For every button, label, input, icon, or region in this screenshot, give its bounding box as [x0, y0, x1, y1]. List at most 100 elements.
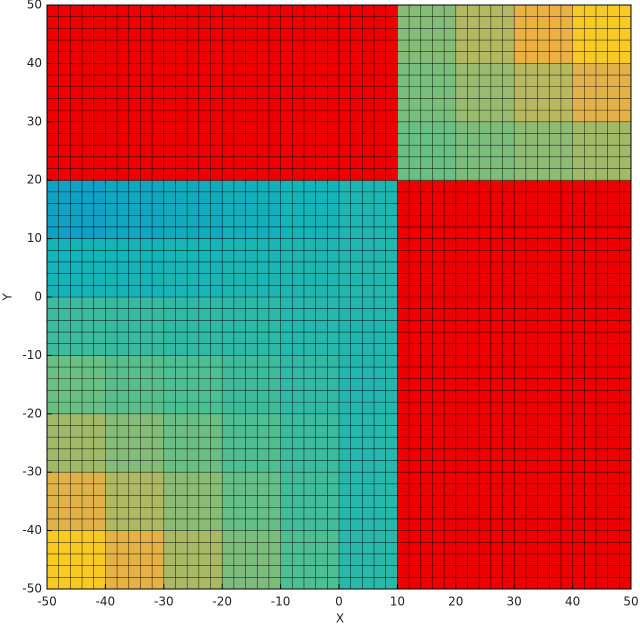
cell: [514, 238, 574, 298]
y-tick-label: -20: [22, 406, 42, 420]
cell: [105, 238, 165, 298]
cell: [339, 238, 398, 298]
cell: [280, 413, 340, 473]
x-tick-label: 10: [390, 595, 405, 609]
y-tick-label: 10: [27, 231, 42, 245]
cell: [455, 472, 515, 532]
cell: [455, 238, 515, 298]
cells: [47, 5, 632, 590]
cell: [280, 472, 340, 532]
cell: [105, 121, 165, 181]
y-tick-label: 50: [27, 0, 42, 12]
cell: [339, 530, 398, 590]
cell: [514, 180, 574, 240]
cell: [47, 530, 106, 590]
cell: [514, 121, 574, 181]
cell: [105, 297, 165, 356]
cell: [339, 355, 398, 415]
cell: [47, 121, 106, 181]
cell: [222, 530, 282, 590]
y-tick-label: -50: [22, 582, 42, 596]
cell: [572, 121, 632, 181]
cell: [572, 180, 632, 240]
x-tick-label: 40: [565, 595, 580, 609]
cell: [339, 472, 398, 532]
cell: [280, 297, 340, 356]
cell: [280, 63, 340, 123]
cell: [397, 297, 457, 356]
cell: [222, 238, 282, 298]
cell: [105, 355, 165, 415]
cell: [105, 5, 165, 64]
cell: [397, 180, 457, 240]
cell: [455, 63, 515, 123]
cell: [105, 530, 165, 590]
cell: [105, 63, 165, 123]
x-tick-label: 20: [448, 595, 463, 609]
cell: [222, 63, 282, 123]
cell: [105, 472, 165, 532]
cell: [514, 5, 574, 64]
cell: [514, 63, 574, 123]
cell: [280, 530, 340, 590]
cell: [455, 297, 515, 356]
cell: [47, 472, 106, 532]
cell: [222, 472, 282, 532]
y-tick-label: -10: [22, 348, 42, 362]
x-tick-label: 50: [623, 595, 638, 609]
cell: [163, 238, 223, 298]
y-tick-label: 40: [27, 56, 42, 70]
cell: [572, 413, 632, 473]
cell: [163, 297, 223, 356]
cell: [47, 355, 106, 415]
y-tick-label: -40: [22, 523, 42, 537]
cell: [105, 413, 165, 473]
cell: [280, 238, 340, 298]
cell: [280, 180, 340, 240]
y-tick-label: -30: [22, 465, 42, 479]
cell: [339, 63, 398, 123]
cell: [163, 355, 223, 415]
cell: [455, 5, 515, 64]
y-tick-label: 0: [34, 290, 42, 304]
cell: [47, 413, 106, 473]
cell: [572, 472, 632, 532]
cell: [339, 121, 398, 181]
cell: [397, 121, 457, 181]
cell: [222, 297, 282, 356]
cell: [572, 63, 632, 123]
cell: [572, 238, 632, 298]
cell: [397, 238, 457, 298]
y-tick-label: 30: [27, 114, 42, 128]
cell: [339, 413, 398, 473]
cell: [163, 530, 223, 590]
cell: [339, 5, 398, 64]
cell: [222, 355, 282, 415]
x-tick-label: -40: [96, 595, 116, 609]
cell: [163, 121, 223, 181]
cell: [339, 180, 398, 240]
cell: [47, 238, 106, 298]
cell: [397, 530, 457, 590]
x-tick-label: -50: [37, 595, 57, 609]
cell: [514, 355, 574, 415]
cell: [163, 63, 223, 123]
cell: [572, 297, 632, 356]
cell: [47, 180, 106, 240]
cell: [514, 413, 574, 473]
cell: [397, 355, 457, 415]
cell: [455, 530, 515, 590]
cell: [163, 180, 223, 240]
cell: [514, 530, 574, 590]
cell: [397, 413, 457, 473]
cell: [163, 5, 223, 64]
cell: [455, 413, 515, 473]
cell: [222, 180, 282, 240]
cell: [514, 297, 574, 356]
mesh: [46, 4, 632, 590]
cell: [105, 180, 165, 240]
cell: [455, 355, 515, 415]
x-axis-label: X: [336, 612, 344, 625]
cell: [455, 180, 515, 240]
